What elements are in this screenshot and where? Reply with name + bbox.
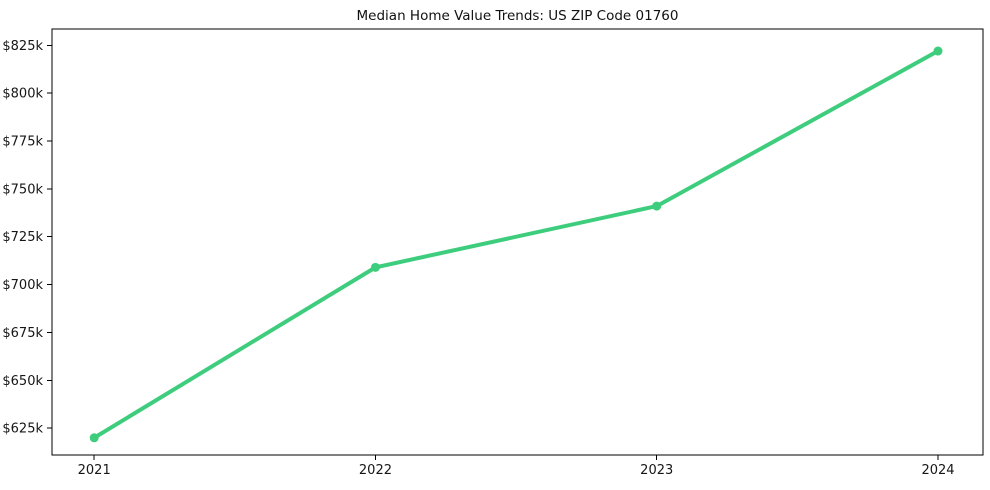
data-point-marker <box>933 46 943 56</box>
x-tick-label: 2023 <box>640 463 673 478</box>
y-tick-label: $825k <box>2 39 43 54</box>
data-point-marker <box>89 433 99 443</box>
plot-border <box>51 28 984 456</box>
x-tick-label: 2021 <box>78 463 111 478</box>
y-tick-label: $650k <box>2 374 43 389</box>
y-tick-label: $750k <box>2 182 43 197</box>
data-point-marker <box>652 201 662 211</box>
y-tick-label: $775k <box>2 135 43 150</box>
y-tick-label: $675k <box>2 326 43 341</box>
y-tick-label: $800k <box>2 87 43 102</box>
x-tick-label: 2022 <box>359 463 392 478</box>
y-tick-label: $625k <box>2 422 43 437</box>
data-point-marker <box>370 262 380 272</box>
y-tick-label: $700k <box>2 278 43 293</box>
chart-title: Median Home Value Trends: US ZIP Code 01… <box>356 8 679 24</box>
series-line <box>92 49 940 440</box>
x-tick-label: 2024 <box>921 463 954 478</box>
y-tick-label: $725k <box>2 230 43 245</box>
